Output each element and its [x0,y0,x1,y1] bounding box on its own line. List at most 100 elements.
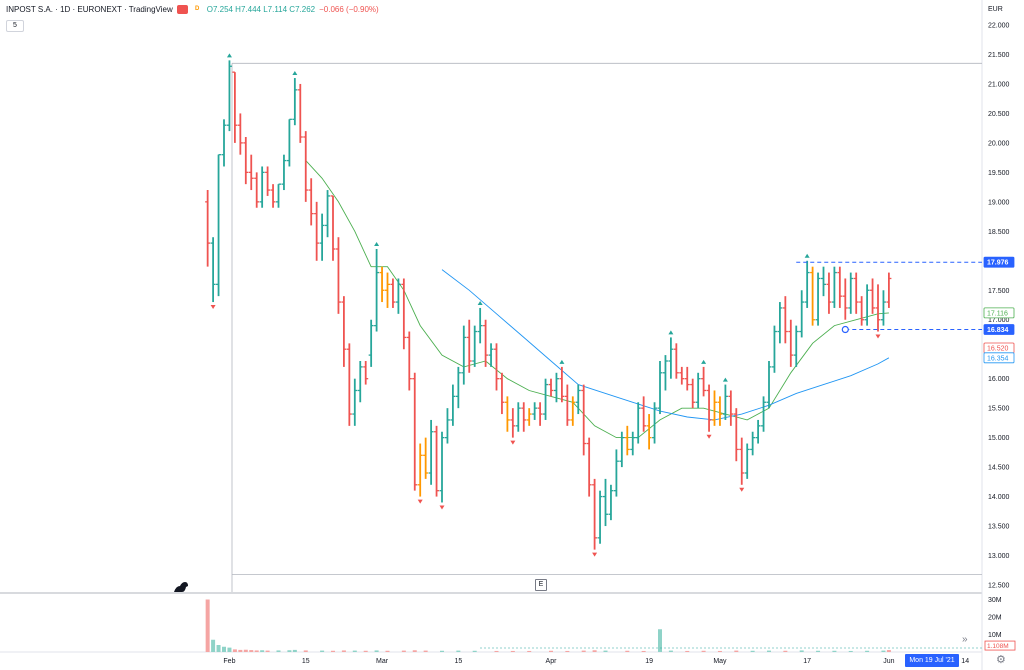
chevron-right-icon[interactable]: » [962,634,968,645]
volume-bar [331,650,335,652]
ohlc-bar [695,372,701,409]
price-tag: 16.354 [983,352,1015,364]
volume-bar [205,599,210,652]
pivot-high-marker [226,53,232,58]
ohlc-bar [826,272,832,314]
price-tick-label: 14.500 [988,465,1010,472]
volume-bar [243,649,248,652]
time-tick-label: May [713,658,727,665]
volume-bar [783,650,788,652]
time-axis[interactable]: Feb15Mar15Apr19May17Jun14Jul [223,658,1024,665]
ohlc-bar [341,296,347,367]
ohlc-bar [553,372,559,403]
ohlc-bar [624,425,630,456]
ohlc-bar [483,319,489,367]
range-box [796,261,982,334]
price-tick-label: 19.500 [988,170,1010,177]
price-tick-label: 15.500 [988,406,1010,413]
volume-bar [603,650,608,652]
volume-bar [767,650,771,652]
price-tick-label: 16.000 [988,376,1010,383]
indicator-toggle-button[interactable]: 5 [6,20,24,32]
ohlc-bar [853,272,859,314]
ohlc-bar [335,237,341,314]
gear-icon[interactable]: ⚙ [996,654,1006,666]
pivot-high-marker [668,330,674,335]
pivot-high-marker [374,242,380,246]
volume-bar [625,650,630,652]
volume-bar [527,650,532,652]
volume-bar [401,650,406,652]
alert-badge-icon[interactable] [176,5,188,14]
ohlc-bar [581,384,587,456]
ohlc-bar [472,325,478,367]
volume-bar [565,650,570,652]
volume-bar [341,650,346,652]
tradingview-logo-icon [174,582,188,592]
symbol-title[interactable]: INPOST S.A. · 1D · EURONEXT · TradingVie… [6,5,173,14]
ohlc-bar [226,53,232,132]
ohlc-bar [488,343,494,367]
volume-bar [211,639,216,652]
volume-bar [816,650,821,652]
grid [0,0,983,670]
pivot-low-marker [592,552,598,557]
ohlc-bar [870,278,876,314]
ohlc-bar [706,384,712,439]
ohlc-bar [668,330,674,379]
price-tick-label: 22.000 [988,23,1010,30]
price-tag: 17.976 [983,256,1015,268]
ohlc-bar [613,449,619,497]
ohlc-bar [243,137,249,185]
volume-bar [658,629,662,652]
time-tick-label: 17 [803,658,811,665]
volume-bar [265,650,270,652]
earnings-marker-icon[interactable]: E [535,579,547,591]
volume-bar [865,650,870,652]
crosshair-date-label: Mon 19 Jul '21 [905,654,959,667]
ohlc-bar [292,71,298,126]
price-tag-box [983,307,1015,319]
ohlc-bar [357,361,363,403]
ohlc-bar [455,366,461,409]
price-tag-label: 17.976 [987,260,1009,267]
time-tick-label: Feb [223,658,235,665]
volume-bar [848,650,853,652]
volume-bar [799,650,804,652]
ohlc-bar [635,402,641,444]
price-change: −0.066 (−0.90%) [319,5,379,14]
ohlc-bar [205,190,211,267]
volume-bar [685,650,690,652]
ohlc-bar [216,154,222,297]
ohlc-bar [646,414,652,450]
ohlc-bar [395,278,401,314]
dividend-badge[interactable]: D [195,6,200,12]
price-tag: 16.520 [983,342,1015,354]
volume-bar [832,650,837,652]
price-tag-label: 16.834 [987,327,1009,334]
price-tick-label: 13.000 [988,553,1010,560]
ohlc-bar [428,419,434,485]
pivot-low-marker [739,487,745,492]
ohlc-bar [859,296,865,326]
price-tick-label: 19.000 [988,199,1010,206]
price-tick-label: 15.000 [988,435,1010,442]
ohlc-bar [755,419,761,444]
pivot-low-marker [875,334,881,339]
time-tick-label: 14 [961,658,969,665]
ohlc-bar [652,402,658,444]
price-tag-label: 16.520 [987,346,1009,353]
ohlc-bar [281,154,287,191]
ohlc-bar [390,278,396,308]
ohlc-bar [346,343,352,426]
ohlc-bar [804,253,810,308]
ohlc-bar [439,431,445,510]
ohlc-bar [417,443,423,504]
pivot-low-marker [706,434,712,439]
ohlc-bar [728,390,734,426]
ohlc-bar [679,366,685,385]
ohlc-bar [673,343,679,379]
ohlc-bar [401,278,407,350]
ma-slow-line [441,269,890,421]
